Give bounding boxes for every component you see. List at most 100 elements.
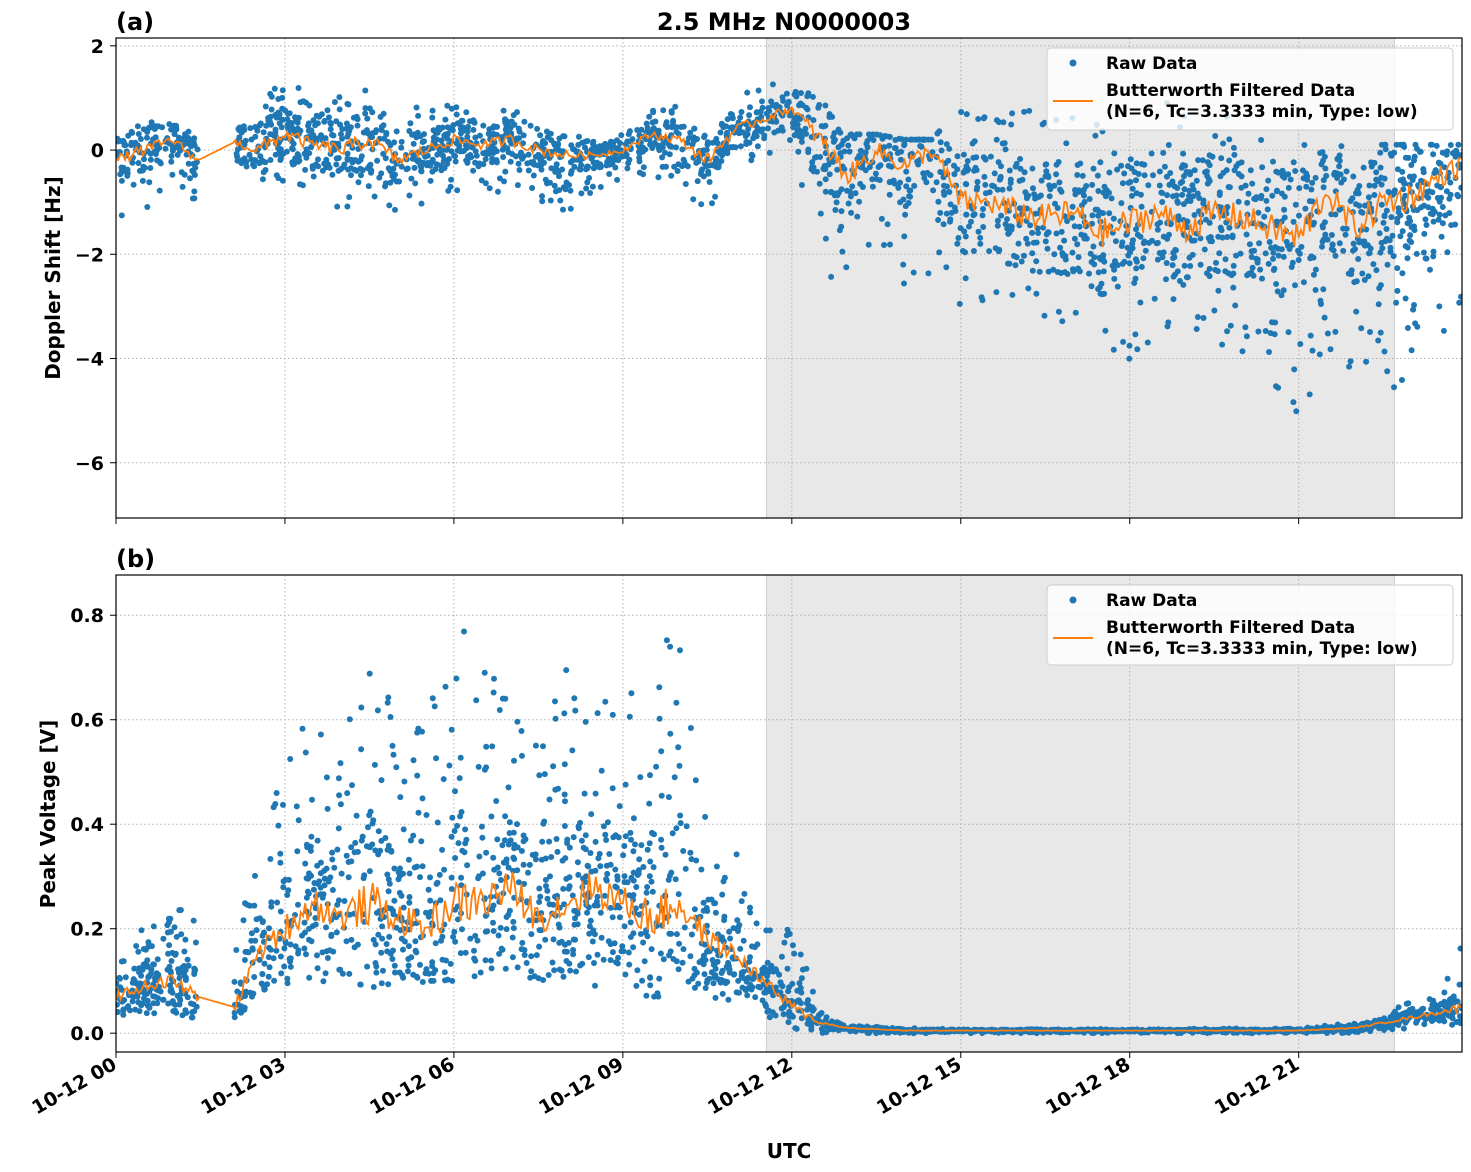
raw-data-point (1278, 246, 1285, 253)
raw-data-point (554, 892, 561, 899)
raw-data-point (329, 849, 336, 856)
raw-data-point (279, 177, 286, 184)
raw-data-point (907, 193, 914, 200)
raw-data-point (1287, 176, 1294, 183)
raw-data-point (1448, 222, 1455, 229)
raw-data-point (1307, 332, 1314, 339)
raw-data-point (675, 891, 682, 898)
raw-data-point (823, 1029, 830, 1036)
raw-data-point (1029, 165, 1036, 172)
raw-data-point (331, 99, 338, 105)
raw-data-point (798, 90, 804, 96)
raw-data-point (540, 820, 547, 827)
raw-data-point (366, 670, 373, 677)
raw-data-point (791, 132, 798, 139)
raw-data-point (176, 136, 183, 143)
raw-data-point (886, 133, 893, 140)
raw-data-point (866, 164, 873, 170)
raw-data-point (313, 161, 319, 168)
raw-data-point (148, 970, 154, 977)
raw-data-point (1334, 156, 1341, 162)
raw-data-point (1402, 295, 1409, 302)
raw-data-point (1074, 172, 1081, 178)
raw-data-point (274, 899, 281, 906)
raw-data-point (454, 822, 461, 829)
raw-data-point (275, 96, 282, 102)
raw-data-point (719, 967, 726, 974)
raw-data-point (439, 846, 446, 853)
raw-data-point (1232, 302, 1239, 309)
raw-data-point (573, 149, 580, 155)
raw-data-point (1141, 172, 1148, 179)
raw-data-point (327, 126, 334, 133)
raw-data-point (479, 870, 486, 877)
raw-data-point (259, 157, 265, 164)
raw-data-point (554, 848, 561, 855)
raw-data-point (456, 775, 463, 782)
raw-data-point (791, 950, 798, 957)
raw-data-point (480, 122, 487, 129)
raw-data-point (1351, 279, 1358, 286)
raw-data-point (417, 961, 423, 968)
raw-data-point (973, 186, 980, 193)
raw-data-point (736, 989, 742, 996)
raw-data-point (864, 1029, 871, 1036)
raw-data-point (954, 153, 961, 160)
raw-data-point (1285, 184, 1292, 191)
raw-data-point (448, 886, 455, 892)
raw-data-point (665, 794, 672, 801)
raw-data-point (1376, 285, 1383, 292)
raw-data-point (373, 969, 380, 976)
raw-data-point (709, 200, 715, 207)
raw-data-point (556, 187, 563, 194)
raw-data-point (120, 958, 127, 965)
raw-data-point (1088, 283, 1095, 290)
raw-data-point (1133, 258, 1140, 265)
raw-data-point (116, 1009, 121, 1015)
raw-data-point (1270, 255, 1276, 262)
raw-data-point (410, 140, 417, 147)
raw-data-point (384, 948, 391, 955)
raw-data-point (463, 157, 470, 164)
raw-data-point (453, 140, 460, 147)
raw-data-point (392, 969, 398, 976)
raw-data-point (1343, 168, 1350, 175)
raw-data-point (901, 280, 907, 287)
raw-data-point (1445, 1012, 1452, 1019)
raw-data-point (646, 113, 653, 120)
raw-data-point (536, 927, 543, 934)
raw-data-point (415, 809, 422, 816)
raw-data-point (643, 992, 650, 999)
raw-data-point (309, 796, 315, 803)
raw-data-point (804, 1006, 811, 1013)
raw-data-point (497, 924, 504, 931)
raw-data-point (660, 140, 666, 147)
raw-data-point (1375, 178, 1381, 185)
raw-data-point (322, 135, 329, 142)
raw-data-point (856, 131, 863, 138)
raw-data-point (1412, 141, 1419, 148)
y-tick-label: −2 (75, 244, 104, 266)
raw-data-point (673, 931, 680, 938)
raw-data-point (897, 179, 903, 186)
raw-data-point (906, 187, 913, 194)
raw-data-point (1213, 259, 1219, 266)
raw-data-point (1309, 347, 1316, 354)
raw-data-point (695, 980, 702, 987)
raw-data-point (1100, 252, 1107, 259)
raw-data-point (1029, 267, 1036, 274)
raw-data-point (852, 190, 859, 197)
raw-data-point (909, 136, 916, 143)
raw-data-point (472, 932, 479, 939)
raw-data-point (144, 204, 151, 210)
raw-data-point (564, 836, 571, 843)
raw-data-point (1080, 186, 1087, 193)
raw-data-point (276, 114, 283, 121)
raw-data-point (558, 938, 565, 945)
raw-data-point (848, 209, 855, 216)
raw-data-point (1293, 408, 1300, 415)
raw-data-point (785, 988, 792, 995)
raw-data-point (1447, 142, 1454, 148)
raw-data-point (1006, 185, 1013, 192)
raw-data-point (1417, 149, 1423, 155)
